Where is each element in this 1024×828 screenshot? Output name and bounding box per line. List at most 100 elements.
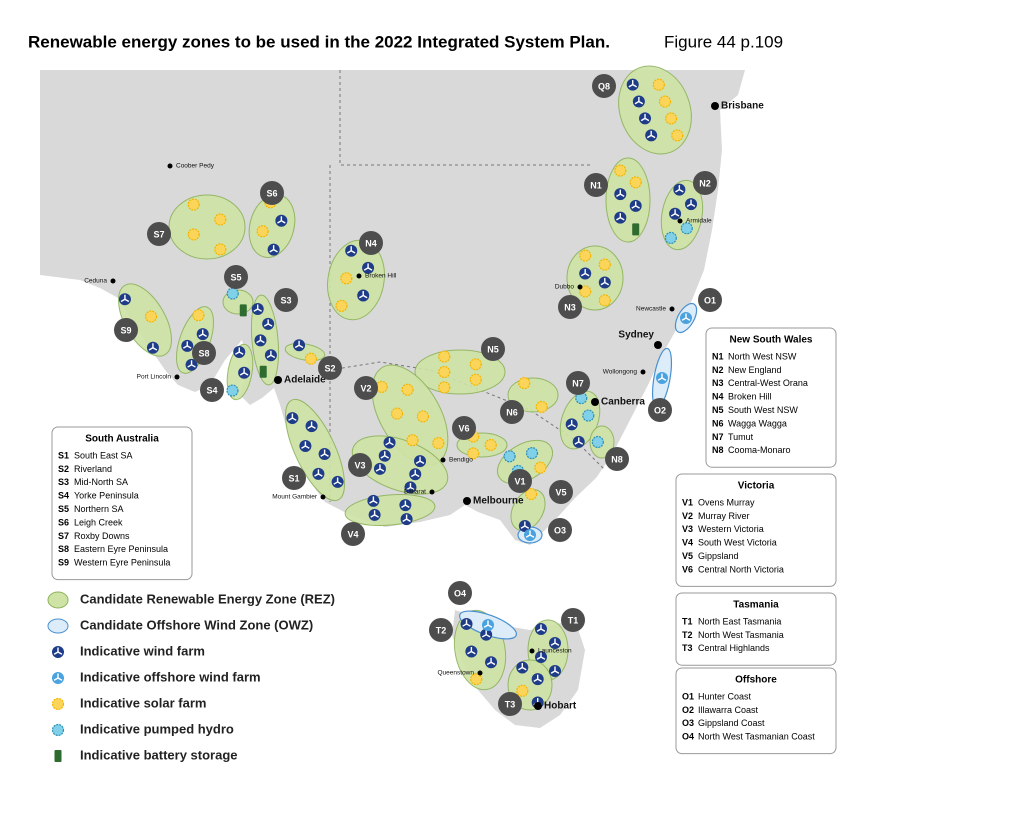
icon-blade [550,670,556,674]
icon-blade [471,650,476,655]
solar-icon [525,487,538,501]
icon-blade [521,666,527,671]
hydro-icon [51,723,65,737]
city-label: Melbourne [473,496,524,507]
icon-blade [239,372,245,376]
icon-blade [490,661,496,666]
icon-blade [604,281,610,286]
zone-badge-label: V1 [514,476,525,486]
icon-blade [536,656,542,660]
zone-badge [274,288,298,312]
zone-badge [341,522,365,546]
solar-icon [187,198,200,211]
legend-title: New South Wales [730,335,813,346]
legend-name: Illawarra Coast [698,705,759,715]
zone-badge-label: N5 [487,344,499,354]
icon-blade [550,642,556,646]
icon-blade [362,294,368,299]
icon-blade [520,525,526,529]
icon-blade [540,628,546,632]
rez-zone [660,179,704,251]
icon-blade [675,189,680,193]
icon-blade [518,666,523,671]
icon-blade [374,514,379,518]
icon-blade [401,504,406,508]
hydro-icon [503,450,516,463]
legend-label: Candidate Renewable Energy Zone (REZ) [80,591,335,606]
solar-icon [579,249,592,262]
icon-blade [554,642,560,646]
zone-badge [192,341,216,365]
legend-name: Eastern Eyre Peninsula [74,544,168,554]
legend-code: V1 [682,497,693,507]
legend-rez [47,591,69,609]
icon-blade [674,213,680,217]
legend-name: Riverland [74,464,112,474]
icon-blade [580,272,586,277]
legend-code: S7 [58,531,69,541]
hydro-icon [525,447,539,460]
city-dot [677,218,683,224]
solar-icon [598,294,611,307]
zone-badge-label: T1 [568,615,579,625]
legend-code: N4 [712,392,724,402]
city-label: Broken Hill [365,273,397,280]
legend-name: Broken Hill [728,392,772,402]
battery-icon [632,223,640,236]
icon-blade [638,100,644,105]
zone-badge-label: S7 [153,229,164,239]
legend-code: O1 [682,691,694,701]
zone-badge [429,618,453,642]
icon-blade [628,83,634,88]
legend-name: Wagga Wagga [728,418,787,428]
legend-code: N6 [712,418,724,428]
zone-badge [318,356,342,380]
region-legend: Victoria V1 Ovens Murray V2 Murray River V3 We… [675,473,837,587]
solar-icon [406,434,419,447]
legend-code: S9 [58,558,69,568]
solar-icon [340,272,353,285]
icon-blade [487,624,493,628]
icon-blade [415,460,421,464]
icon-blade [57,677,63,681]
legend-name: South West Victoria [698,538,777,548]
icon-blade [186,345,192,349]
legend-name: Gippsland [698,551,739,561]
zone-badge [448,581,472,605]
legend-name: North West NSW [728,351,797,361]
icon-blade [467,650,472,655]
solar-icon [652,78,665,91]
zone-badge-label: V6 [458,423,469,433]
legend-code: S5 [58,504,69,514]
legend-name: North West Tasmanian Coast [698,732,815,742]
icon-blade [292,417,297,421]
legend-code: V4 [682,538,693,548]
solar-icon [214,213,227,226]
zone-badge-label: N6 [506,407,518,417]
icon-blade [305,445,310,449]
icon-blade [657,377,663,381]
icon-blade [273,249,278,253]
zone-badge-label: N4 [365,238,377,248]
hydro-icon [680,222,693,235]
city-dot [529,648,535,654]
icon-blade [369,500,374,504]
zone-badge-label: S2 [324,363,335,373]
icon-blade [288,417,293,421]
zone-badge [500,400,524,424]
legend-name: Cooma-Monaro [728,445,791,455]
zone-badge [498,692,522,716]
icon-blade [277,220,282,224]
solar-icon [516,684,529,697]
zone-badge [200,378,224,402]
solar-icon [469,358,482,371]
zone-badge-label: T3 [505,699,516,709]
legend-title: South Australia [85,434,159,445]
legend-title: Tasmania [733,600,779,611]
icon-blade [307,425,312,429]
legend-name: Gippsland Coast [698,718,765,728]
icon-blade [574,441,580,445]
legend-title: Offshore [735,675,777,686]
icon-blade [367,267,373,271]
